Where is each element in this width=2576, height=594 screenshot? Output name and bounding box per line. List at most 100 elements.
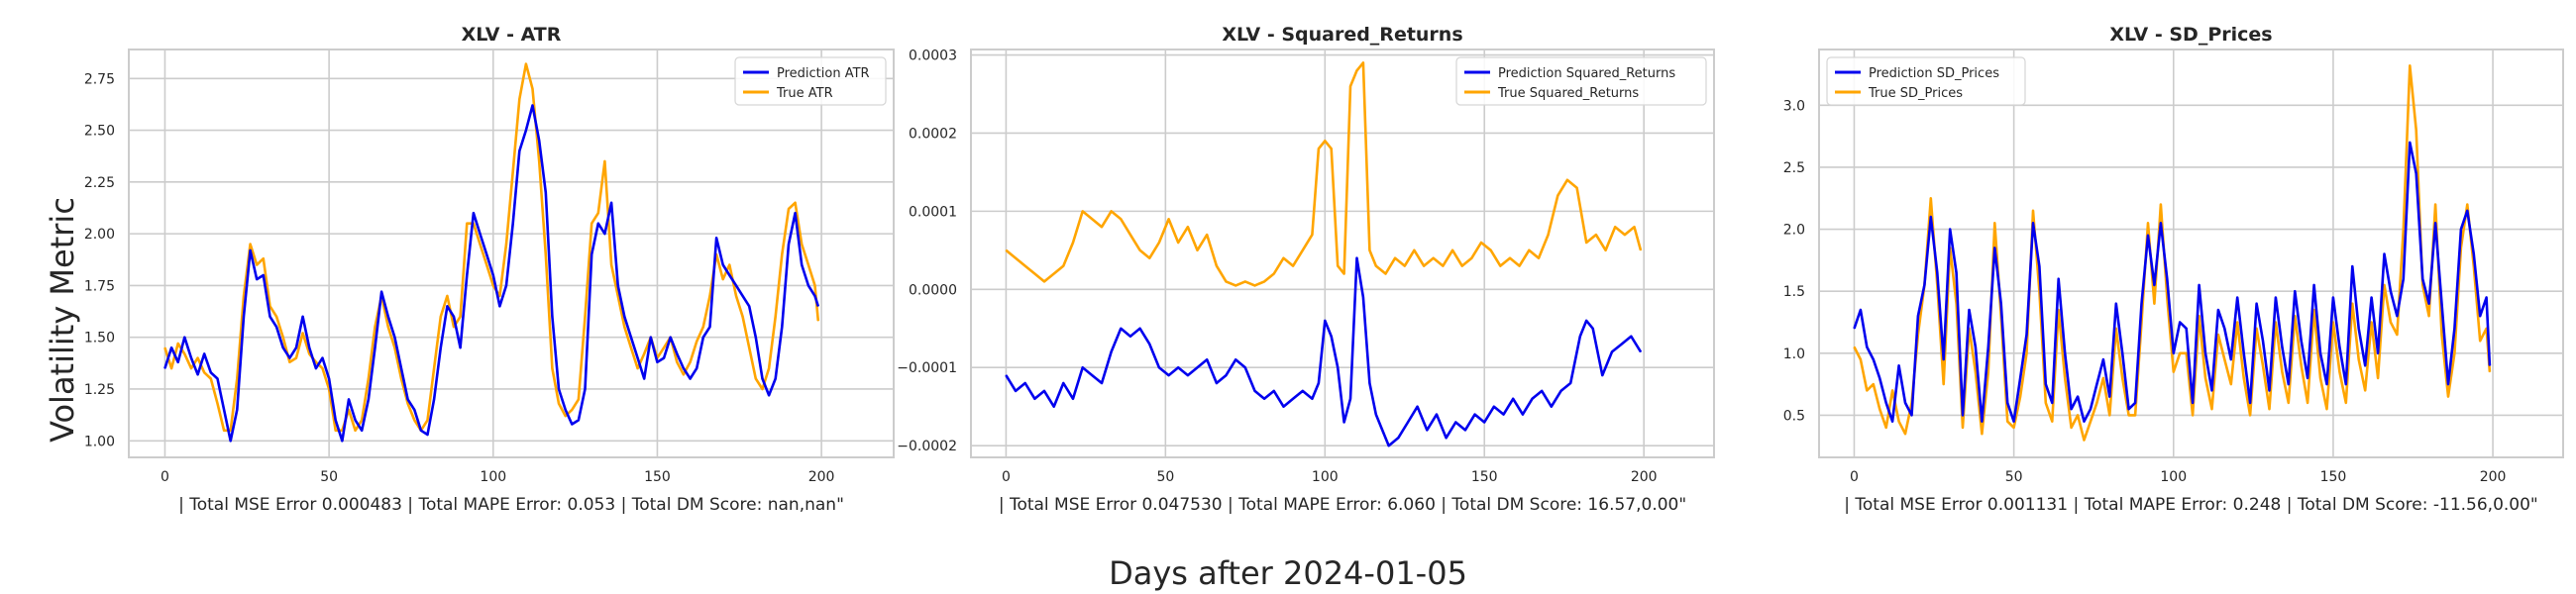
data-point (2077, 414, 2079, 416)
data-point (1206, 358, 1208, 360)
data-point (1499, 265, 1501, 267)
data-point (302, 316, 304, 318)
data-point (1509, 257, 1511, 259)
data-point (380, 291, 382, 293)
data-point (492, 274, 494, 276)
data-point (2351, 265, 2353, 267)
legend-label: True ATR (776, 86, 833, 101)
data-point (2288, 402, 2290, 404)
data-point (1101, 226, 1103, 228)
data-point (1337, 265, 1339, 267)
data-point (1407, 421, 1409, 424)
data-point (807, 284, 809, 286)
data-point (2199, 315, 2200, 317)
data-point (817, 320, 819, 322)
data-point (250, 249, 252, 251)
data-point (1601, 374, 1603, 376)
data-point (656, 361, 659, 363)
data-point (1522, 414, 1524, 416)
data-point (1072, 398, 1074, 400)
chart-title: XLV - Squared_Returns (1222, 24, 1462, 46)
data-point (1426, 429, 1428, 431)
data-point (1043, 280, 1045, 282)
data-point (243, 316, 245, 318)
data-point (1015, 257, 1017, 259)
data-point (2128, 408, 2130, 410)
data-point (1324, 320, 1326, 322)
data-point (1640, 249, 1642, 251)
plot-frame (128, 49, 895, 458)
data-point (163, 346, 165, 348)
data-point (623, 326, 625, 328)
data-point (230, 430, 232, 432)
data-point (479, 244, 482, 246)
data-point (1878, 377, 1880, 379)
data-point (2319, 377, 2321, 379)
data-point (2332, 321, 2334, 324)
data-point (2032, 222, 2034, 224)
data-point (1187, 226, 1189, 228)
data-point (1355, 257, 1358, 259)
plot-area (971, 50, 1714, 457)
data-point (400, 377, 402, 380)
y-tick-label: 2.00 (84, 227, 115, 243)
data-point (1885, 402, 1887, 404)
data-point (2415, 172, 2417, 174)
data-point (1282, 257, 1285, 259)
data-point (2479, 315, 2481, 317)
data-point (2186, 328, 2188, 330)
x-tick-label: 150 (2320, 469, 2347, 485)
data-point (288, 361, 290, 363)
data-point (2301, 340, 2303, 342)
data-point (2440, 334, 2443, 336)
data-point (807, 263, 809, 266)
data-point (2275, 321, 2277, 324)
data-point (1196, 249, 1199, 251)
data-point (1413, 249, 1415, 251)
data-point (1024, 265, 1026, 267)
data-point (460, 346, 462, 348)
data-point (1981, 421, 1983, 423)
data-point (1024, 382, 1026, 384)
data-point (525, 63, 527, 65)
data-point (748, 346, 750, 348)
data-point (2294, 290, 2296, 292)
data-point (1423, 265, 1425, 267)
data-point (1177, 242, 1179, 244)
data-point (426, 419, 429, 421)
data-point (302, 332, 304, 335)
chart-panel-2: 0 50 100 150 200 −0.0002 −0.0001 0.0000 0.0001 0.… (897, 24, 1715, 515)
data-point (355, 419, 357, 421)
data-point (696, 367, 698, 369)
data-point (2243, 352, 2245, 354)
data-point (643, 377, 645, 380)
data-point (565, 409, 567, 411)
plot-frame (1818, 49, 2564, 458)
data-point (2223, 328, 2225, 330)
data-point (230, 440, 232, 442)
data-point (2453, 352, 2455, 354)
data-point (761, 388, 764, 390)
data-point (2460, 229, 2462, 231)
data-point (1528, 249, 1530, 251)
y-tick-label: 2.75 (84, 71, 115, 87)
data-point (2115, 328, 2117, 330)
x-axis-label: | Total MSE Error 0.001131 | Total MAPE … (1844, 495, 2538, 515)
data-point (630, 346, 632, 348)
data-point (2313, 309, 2315, 311)
data-point (1244, 366, 1246, 368)
data-point (374, 326, 376, 328)
data-point (1433, 257, 1435, 259)
data-point (2479, 340, 2481, 342)
data-point (275, 326, 277, 328)
data-point (2013, 421, 2015, 423)
data-point (2294, 315, 2296, 317)
data-point (1630, 336, 1632, 338)
data-point (2230, 383, 2232, 385)
data-point (702, 337, 704, 339)
data-point (1975, 346, 1977, 348)
data-point (2325, 383, 2328, 385)
data-point (512, 223, 514, 225)
data-point (1005, 249, 1008, 251)
